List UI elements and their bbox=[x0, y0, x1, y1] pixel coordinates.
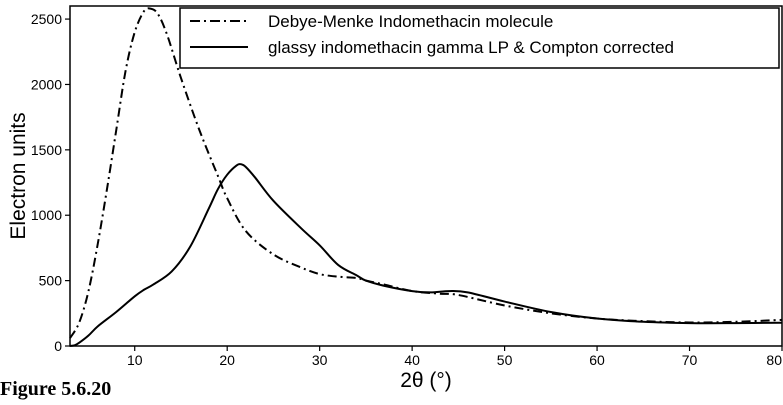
y-axis-ticks: 0 500 1000 1500 2000 2500 bbox=[31, 11, 70, 354]
y-tick-label: 500 bbox=[39, 273, 63, 289]
series-line-debye-menke bbox=[69, 7, 783, 339]
y-tick-label: 0 bbox=[54, 338, 62, 354]
legend: Debye-Menke Indomethacin molecule glassy… bbox=[179, 7, 780, 69]
legend-label-debye: Debye-Menke Indomethacin molecule bbox=[268, 12, 553, 31]
x-tick-label: 40 bbox=[404, 352, 420, 368]
plot-frame bbox=[69, 5, 783, 347]
figure-caption: Figure 5.6.20 bbox=[0, 378, 112, 400]
y-tick-label: 2500 bbox=[31, 11, 62, 27]
x-axis-title: 2θ (°) bbox=[400, 369, 452, 392]
y-tick-label: 1000 bbox=[31, 207, 62, 223]
x-tick-label: 80 bbox=[766, 352, 782, 368]
y-tick-label: 2000 bbox=[31, 76, 62, 92]
y-axis-title: Electron units bbox=[7, 112, 30, 239]
x-tick-label: 10 bbox=[127, 352, 143, 368]
x-tick-label: 30 bbox=[312, 352, 328, 368]
x-tick-label: 20 bbox=[219, 352, 235, 368]
series-layer bbox=[69, 7, 783, 347]
x-axis-ticks: 10 20 30 40 50 60 70 80 bbox=[127, 346, 783, 368]
x-tick-label: 50 bbox=[497, 352, 513, 368]
legend-box bbox=[179, 7, 780, 69]
x-tick-label: 60 bbox=[589, 352, 605, 368]
x-tick-label: 70 bbox=[682, 352, 698, 368]
y-tick-label: 1500 bbox=[31, 142, 62, 158]
legend-label-glassy: glassy indomethacin gamma LP & Compton c… bbox=[268, 38, 674, 57]
series-line-glassy-indomethacin bbox=[69, 163, 783, 347]
